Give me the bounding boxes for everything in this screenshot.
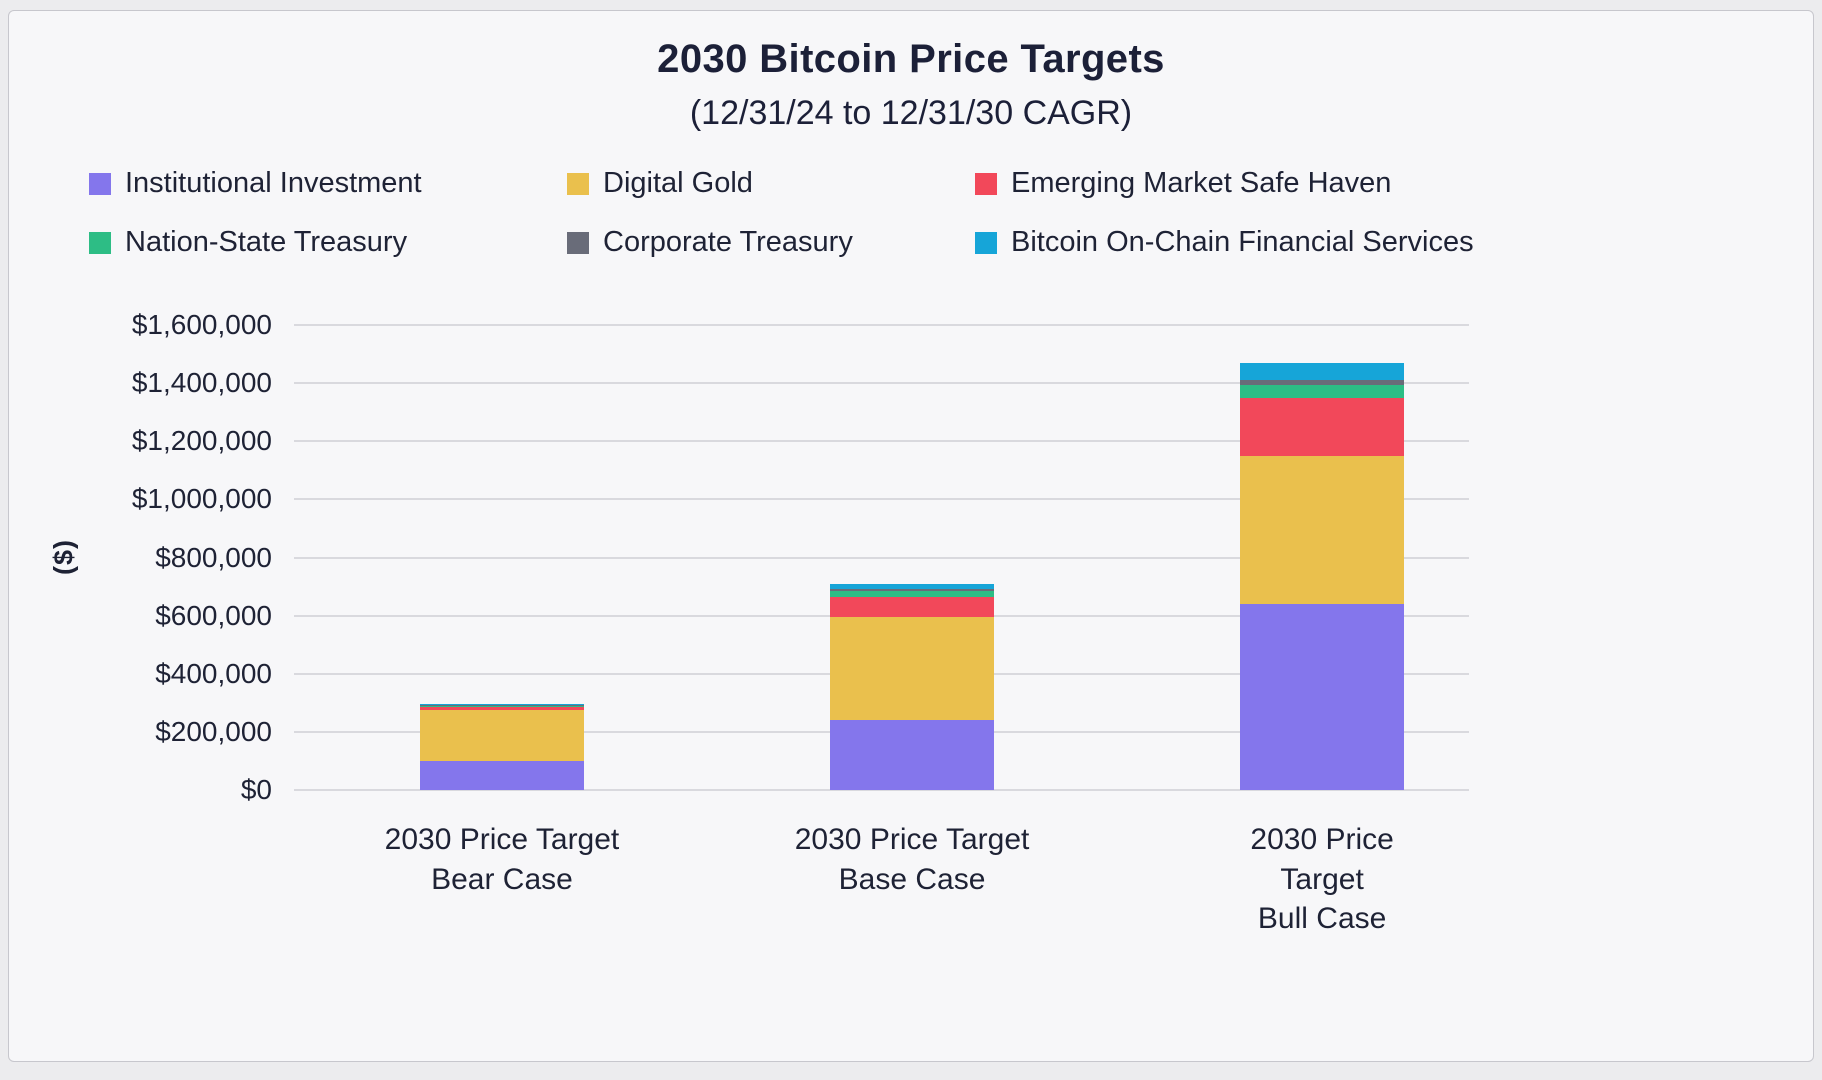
legend-label: Institutional Investment xyxy=(125,167,422,199)
gridline xyxy=(294,498,1469,501)
legend: Institutional Investment Digital Gold Emer… xyxy=(89,167,1813,259)
bar-segment xyxy=(1240,362,1405,381)
chart-card: 2030 Bitcoin Price Targets (12/31/24 to … xyxy=(8,10,1814,1062)
legend-label: Nation-State Treasury xyxy=(125,226,408,258)
gridline xyxy=(294,324,1469,326)
bar-segment xyxy=(419,704,584,706)
x-axis-label: 2030 Price Target Base Case xyxy=(794,823,1030,896)
gridline xyxy=(294,556,1469,559)
bar-segment xyxy=(830,590,995,597)
gridline xyxy=(294,382,1469,385)
bar-segment xyxy=(419,710,584,761)
plot-area: $0 $200,000 $400,000 $600,000 $800,000 $1,000… xyxy=(132,309,1469,935)
bar-segment xyxy=(830,596,995,618)
bar-segment xyxy=(1240,604,1405,790)
bar-segment xyxy=(419,706,584,711)
legend-item: Institutional Investment xyxy=(89,167,567,200)
bar-segment xyxy=(830,588,995,591)
y-tick-label: $600,000 xyxy=(155,599,272,631)
x-axis-label: 2030 Price Target Bear Case xyxy=(384,823,620,896)
legend-swatch-icon xyxy=(89,231,111,254)
legend-item: Digital Gold xyxy=(567,167,975,200)
chart-area: ($) $0 $200,000 $400,000 $600,000 $800,000 $1… xyxy=(9,309,1813,935)
bar-segment xyxy=(419,705,584,707)
bar-segment xyxy=(1240,397,1405,456)
bar-segment xyxy=(830,583,995,589)
legend-swatch-icon xyxy=(975,231,997,254)
y-tick-label: $800,000 xyxy=(155,541,272,573)
legend-swatch-icon xyxy=(567,172,589,195)
legend-item: Emerging Market Safe Haven xyxy=(975,167,1813,200)
y-tick-label: $400,000 xyxy=(155,657,272,689)
bar-segment xyxy=(830,617,995,721)
chart-subtitle: (12/31/24 to 12/31/30 CAGR) xyxy=(689,94,1133,132)
y-axis-title: ($) xyxy=(48,539,79,575)
y-tick-label: $1,000,000 xyxy=(131,483,272,515)
legend-swatch-icon xyxy=(89,172,111,195)
y-tick-label: $1,600,000 xyxy=(131,309,272,340)
legend-label: Digital Gold xyxy=(603,167,753,199)
bar-segment xyxy=(1240,384,1405,398)
gridline xyxy=(294,789,1469,791)
bar-segment xyxy=(1240,455,1405,604)
y-tick-label: $1,200,000 xyxy=(131,425,272,457)
legend-item: Nation-State Treasury xyxy=(89,226,567,259)
legend-label: Corporate Treasury xyxy=(603,226,853,258)
stacked-bar xyxy=(1240,362,1405,790)
stacked-bar xyxy=(419,704,584,790)
chart-title: 2030 Bitcoin Price Targets xyxy=(657,37,1165,81)
y-tick-label: $0 xyxy=(240,774,272,805)
stacked-bar xyxy=(830,583,995,790)
bar-segment xyxy=(830,720,995,790)
bar-segment xyxy=(419,760,584,790)
gridline xyxy=(294,440,1469,443)
y-tick-label: $200,000 xyxy=(155,715,272,747)
legend-item: Corporate Treasury xyxy=(567,226,975,259)
bar-segment xyxy=(419,705,584,706)
legend-label: Bitcoin On-Chain Financial Services xyxy=(1011,226,1474,258)
y-tick-label: $1,400,000 xyxy=(131,367,272,399)
legend-item: Bitcoin On-Chain Financial Services xyxy=(975,226,1813,259)
x-axis-label: 2030 Price Target Bull Case xyxy=(1250,823,1394,936)
bar-segment xyxy=(1240,380,1405,385)
legend-swatch-icon xyxy=(567,231,589,254)
legend-label: Emerging Market Safe Haven xyxy=(1011,167,1392,199)
legend-swatch-icon xyxy=(975,172,997,195)
